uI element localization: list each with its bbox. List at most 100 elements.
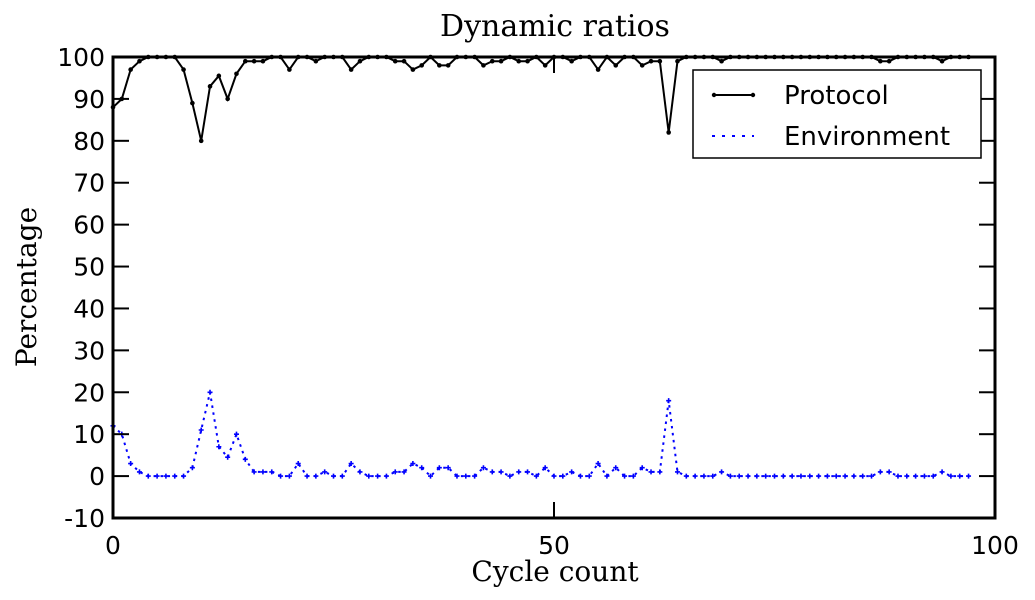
data-point-environment: [577, 473, 583, 479]
data-point-environment: [463, 473, 469, 479]
data-point-protocol: [198, 138, 204, 144]
data-point-environment: [824, 473, 830, 479]
data-point-protocol: [445, 63, 451, 68]
data-point-protocol: [719, 58, 724, 64]
data-point-environment: [525, 469, 531, 475]
data-point-environment: [242, 456, 248, 462]
data-point-environment: [216, 444, 222, 450]
data-point-environment: [930, 473, 936, 479]
data-point-environment: [498, 469, 504, 475]
y-tick-label: 90: [73, 85, 105, 114]
legend-protocol-label: Protocol: [784, 81, 889, 111]
data-point-environment: [648, 469, 654, 475]
y-tick-label: 20: [73, 378, 105, 407]
data-point-environment: [622, 473, 628, 479]
data-point-protocol: [498, 58, 504, 64]
y-tick-label: 40: [73, 294, 105, 323]
data-point-environment: [251, 469, 257, 475]
data-point-environment: [657, 469, 663, 475]
data-point-environment: [886, 469, 892, 475]
data-point-protocol: [313, 58, 319, 64]
data-point-protocol: [225, 96, 230, 102]
data-point-environment: [375, 473, 381, 479]
data-point-environment: [225, 454, 231, 460]
data-point-environment: [392, 469, 398, 475]
legend-box: [692, 69, 982, 159]
data-point-protocol: [613, 63, 619, 68]
data-point-environment: [877, 469, 883, 475]
x-tick-label: 100: [971, 531, 1019, 560]
data-point-environment: [807, 473, 813, 479]
data-point-environment: [772, 473, 777, 479]
data-point-protocol: [137, 58, 142, 64]
data-point-protocol: [525, 58, 530, 64]
data-point-protocol: [886, 58, 892, 64]
data-point-protocol: [542, 63, 548, 68]
data-point-environment: [304, 473, 310, 479]
data-point-protocol: [392, 58, 398, 64]
chart-title: Dynamic ratios: [440, 9, 670, 44]
data-point-environment: [701, 473, 707, 479]
data-point-environment: [727, 473, 733, 479]
data-point-protocol: [216, 73, 222, 79]
data-point-environment: [913, 473, 919, 479]
data-point-environment: [286, 473, 292, 479]
data-point-environment: [445, 465, 451, 471]
data-point-environment: [560, 473, 566, 479]
data-point-environment: [136, 469, 142, 475]
data-point-protocol: [287, 67, 292, 72]
data-point-environment: [595, 461, 601, 467]
data-point-environment: [357, 469, 363, 475]
y-tick-label: 0: [89, 462, 105, 491]
data-point-environment: [745, 473, 751, 479]
data-point-protocol: [569, 58, 574, 64]
data-point-environment: [833, 473, 839, 479]
data-point-protocol: [243, 58, 248, 64]
y-tick-label: 70: [73, 169, 105, 198]
data-point-environment: [278, 473, 284, 479]
data-point-environment: [869, 473, 875, 479]
data-point-protocol: [481, 63, 486, 68]
data-point-environment: [269, 469, 275, 475]
data-point-environment: [604, 473, 610, 479]
data-point-environment: [339, 473, 345, 479]
data-point-protocol: [234, 71, 239, 77]
y-tick-label: 30: [73, 336, 105, 365]
data-point-environment: [401, 469, 407, 475]
data-point-environment: [736, 473, 742, 479]
data-point-environment: [921, 473, 927, 479]
data-point-environment: [533, 473, 539, 479]
data-point-environment: [163, 473, 169, 479]
data-point-environment: [366, 473, 372, 479]
data-point-environment: [128, 461, 134, 467]
data-point-environment: [489, 469, 495, 475]
data-point-environment: [780, 473, 786, 479]
data-point-environment: [895, 473, 901, 479]
data-point-environment: [145, 473, 151, 479]
legend-protocol-marker-start: [711, 92, 717, 98]
data-point-environment: [260, 469, 266, 475]
data-point-protocol: [128, 67, 133, 72]
data-point-environment: [948, 473, 954, 479]
data-point-environment: [322, 469, 328, 475]
y-tick-label: 100: [57, 43, 105, 72]
data-point-protocol: [190, 100, 195, 106]
data-point-environment: [816, 473, 822, 479]
data-point-environment: [957, 473, 963, 479]
data-point-environment: [692, 473, 698, 479]
data-point-environment: [630, 473, 636, 479]
data-point-protocol: [207, 84, 213, 89]
data-point-environment: [719, 469, 725, 475]
data-point-protocol: [595, 67, 601, 72]
data-point-protocol: [181, 67, 186, 72]
data-point-protocol: [648, 58, 654, 64]
data-point-environment: [763, 473, 769, 479]
legend: Protocol Environment: [692, 69, 982, 159]
data-point-environment: [172, 473, 178, 479]
data-point-protocol: [489, 58, 495, 64]
x-tick-label: 0: [105, 531, 121, 560]
data-point-environment: [710, 473, 716, 479]
data-point-environment: [436, 465, 442, 471]
data-point-environment: [295, 461, 301, 467]
